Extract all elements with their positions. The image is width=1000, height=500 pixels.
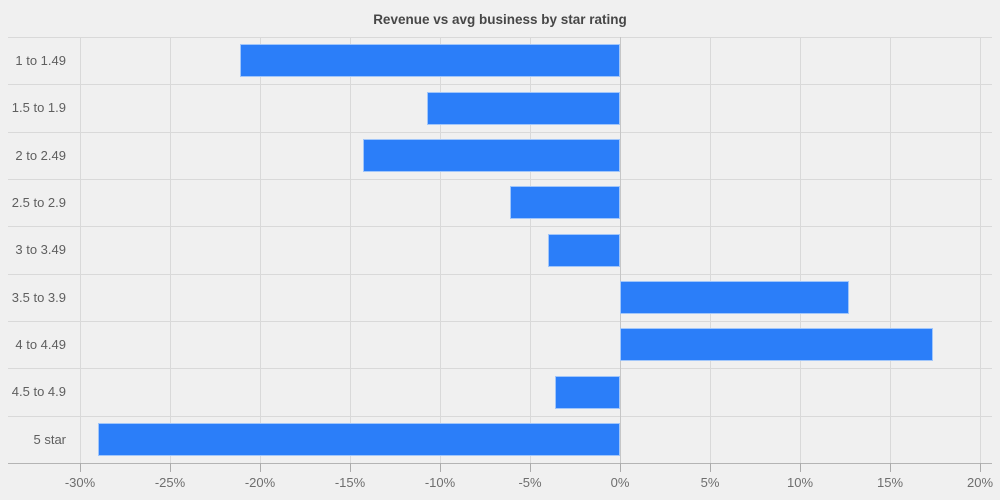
tick-label: 0% xyxy=(610,475,630,490)
category-label: 3.5 to 3.9 xyxy=(11,289,66,305)
tick-mark xyxy=(350,463,351,472)
tick-mark xyxy=(710,463,711,472)
tick-label: -25% xyxy=(154,475,186,490)
tick-mark xyxy=(80,463,81,472)
tick-mark xyxy=(170,463,171,472)
tick-label: -10% xyxy=(424,475,456,490)
bar[interactable] xyxy=(548,233,620,267)
category-label: 4 to 4.49 xyxy=(15,337,66,352)
vertical-gridline xyxy=(350,37,351,463)
tick-mark xyxy=(440,463,441,472)
row-separator xyxy=(8,37,992,38)
bar[interactable] xyxy=(98,422,620,456)
tick-label: 15% xyxy=(876,475,904,490)
tick-mark xyxy=(620,463,621,472)
row-separator xyxy=(8,415,992,417)
bar[interactable] xyxy=(240,44,620,78)
chart-title: Revenue vs avg business by star rating xyxy=(373,12,627,27)
vertical-gridline xyxy=(80,37,81,463)
bar[interactable] xyxy=(427,91,620,125)
tick-mark xyxy=(980,463,981,472)
vertical-gridline xyxy=(890,37,891,463)
row-separator xyxy=(8,84,992,86)
category-label: 2 to 2.49 xyxy=(15,147,66,163)
row-separator xyxy=(8,131,992,133)
plot-area xyxy=(80,37,981,463)
row-separator xyxy=(8,179,992,180)
tick-mark xyxy=(260,463,261,472)
x-axis-line xyxy=(8,463,992,464)
vertical-gridline xyxy=(800,37,801,463)
tick-mark xyxy=(530,463,531,472)
bar[interactable] xyxy=(620,280,849,314)
vertical-gridline xyxy=(530,37,531,463)
tick-label: 20% xyxy=(966,475,994,490)
row-separator xyxy=(8,226,992,228)
vertical-gridline xyxy=(170,37,171,463)
vertical-gridline xyxy=(440,37,441,463)
bar[interactable] xyxy=(510,186,620,220)
category-label: 1 to 1.49 xyxy=(15,53,66,68)
vertical-gridline xyxy=(260,37,261,463)
vertical-gridline xyxy=(980,37,981,463)
bar[interactable] xyxy=(555,375,620,409)
tick-label: 5% xyxy=(700,475,720,490)
bar[interactable] xyxy=(620,328,934,362)
category-label: 4.5 to 4.9 xyxy=(11,384,66,400)
zero-gridline xyxy=(620,37,621,463)
category-label: 5 star xyxy=(33,431,66,447)
tick-label: -20% xyxy=(244,475,276,490)
bar[interactable] xyxy=(362,138,620,172)
category-label: 2.5 to 2.9 xyxy=(11,195,66,210)
category-label: 1.5 to 1.9 xyxy=(11,100,66,116)
tick-label: 10% xyxy=(786,475,814,490)
category-label: 3 to 3.49 xyxy=(15,242,66,258)
tick-mark xyxy=(890,463,891,472)
row-separator xyxy=(8,368,992,370)
tick-mark xyxy=(800,463,801,472)
tick-label: -15% xyxy=(334,475,366,490)
tick-label: -30% xyxy=(64,475,96,490)
row-separator xyxy=(8,321,992,322)
row-separator xyxy=(8,273,992,275)
tick-label: -5% xyxy=(518,475,542,490)
vertical-gridline xyxy=(710,37,711,463)
